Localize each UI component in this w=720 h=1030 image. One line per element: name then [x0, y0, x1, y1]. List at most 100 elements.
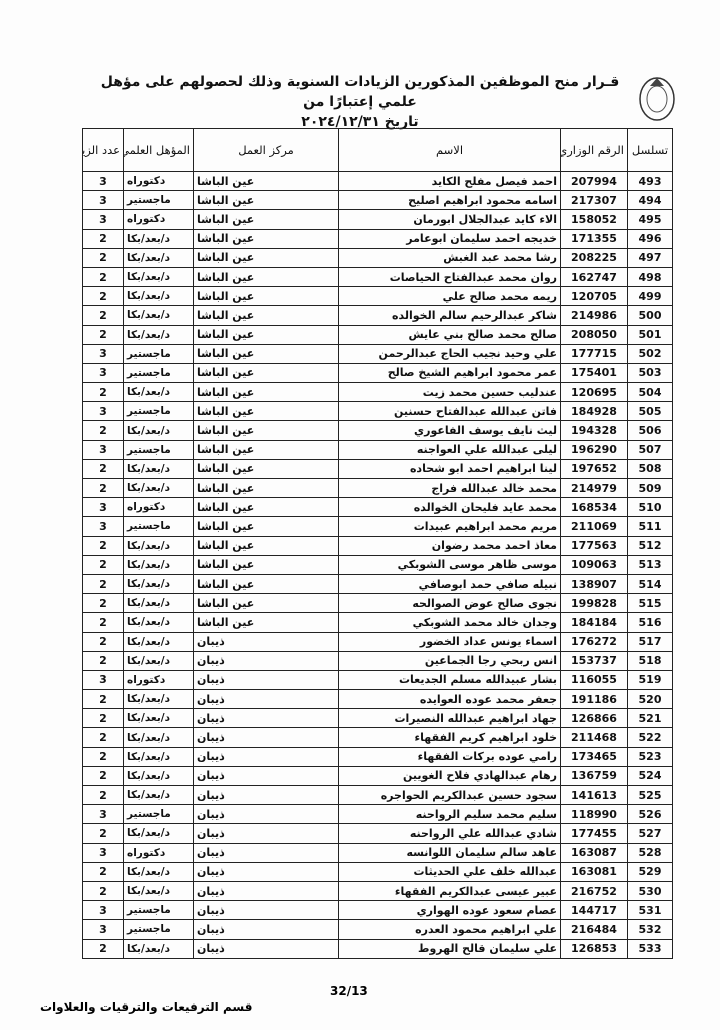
table-cell: عاهد سالم سليمان اللوانسه — [338, 842, 561, 863]
table-cell: د/بعد/بكا — [123, 861, 194, 882]
table-cell: ذيبان — [193, 631, 339, 652]
table-cell: ذيبان — [193, 784, 339, 806]
table-cell: 208225 — [560, 247, 628, 268]
table-cell: 2 — [82, 228, 124, 249]
table-cell: رامي عوده بركات الفقهاء — [338, 746, 561, 767]
title-line: قـرار منح الموظفين المذكورين الزيادات ال… — [100, 74, 620, 110]
table-cell: عين الباشا — [193, 170, 339, 192]
table-cell: 502 — [627, 343, 673, 364]
table-cell: 503 — [627, 362, 673, 384]
table-cell: 3 — [82, 401, 124, 422]
table-cell: انس ربحي رجا الجماعين — [338, 650, 561, 671]
table-cell: 2 — [82, 746, 124, 767]
table-cell: 120695 — [560, 382, 628, 403]
table-row: 517 176272 اسماء يونس عداد الخضور ذيبان د/بع… — [82, 631, 673, 652]
table-cell: علي وحيد نجيب الحاج عبدالرحمن — [338, 343, 561, 364]
table-cell: د/بعد/بكا — [123, 324, 194, 345]
table-cell: محمد عايد فليحان الخوالده — [338, 497, 561, 518]
table-cell: 493 — [627, 170, 673, 192]
table-cell: 2 — [82, 631, 124, 652]
table-cell: 2 — [82, 535, 124, 556]
table-cell: 217307 — [560, 190, 628, 211]
table-row: 495 158052 الاء كايد عبدالجلال ابورمان عين … — [82, 209, 673, 230]
table-cell: د/بعد/بكا — [123, 650, 194, 671]
table-cell: 116055 — [560, 669, 628, 691]
table-cell: 3 — [82, 190, 124, 211]
table-cell: 499 — [627, 286, 673, 307]
table-cell: عين الباشا — [193, 343, 339, 364]
table-cell: 3 — [82, 804, 124, 825]
table-cell: د/بعد/بكا — [123, 765, 194, 787]
table-cell: عين الباشا — [193, 439, 339, 460]
table-cell: عين الباشا — [193, 401, 339, 422]
table-cell: عين الباشا — [193, 612, 339, 633]
table-cell: 3 — [82, 516, 124, 537]
table-cell: ماجستير — [123, 401, 194, 422]
column-header: الرقم الوزاري — [560, 128, 628, 172]
table-cell: 163081 — [560, 861, 628, 882]
table-cell: 517 — [627, 631, 673, 652]
table-cell: 144717 — [560, 900, 628, 921]
table-cell: نبيله صافي حمد ابوصافي — [338, 573, 561, 595]
table-cell: علي سليمان قالح الهروط — [338, 938, 561, 959]
table-cell: روان محمد عبدالفتاح الحياصات — [338, 266, 561, 288]
table-cell: خديجه احمد سليمان ابوعامر — [338, 228, 561, 249]
table-cell: ذيبان — [193, 765, 339, 787]
table-row: 523 173465 رامي عوده بركات الفقهاء ذيبان د/ب… — [82, 746, 673, 767]
table-cell: 118990 — [560, 804, 628, 825]
table-cell: 214979 — [560, 477, 628, 499]
table-cell: 2 — [82, 708, 124, 729]
header-row: تسلسل الرقم الوزاري الاسم مركز العمل المؤهل … — [82, 128, 673, 172]
table-cell: 153737 — [560, 650, 628, 671]
table-cell: 506 — [627, 420, 673, 441]
table-cell: 2 — [82, 880, 124, 902]
table-cell: 509 — [627, 477, 673, 499]
table-cell: 3 — [82, 900, 124, 921]
table-row: 519 116055 بشار عبيدالله مسلم الجديعات ذيبا… — [82, 669, 673, 691]
table-cell: 191186 — [560, 689, 628, 710]
table-cell: 175401 — [560, 362, 628, 384]
table-cell: دكتوراه — [123, 669, 194, 691]
table-cell: 158052 — [560, 209, 628, 230]
table-cell: ماجستير — [123, 343, 194, 364]
table-cell: 3 — [82, 842, 124, 863]
table-cell: 2 — [82, 612, 124, 633]
table-cell: ذيبان — [193, 708, 339, 729]
table-cell: ذيبان — [193, 804, 339, 825]
table-cell: 519 — [627, 669, 673, 691]
table-cell: عندليب حسين محمد زيت — [338, 382, 561, 403]
table-cell: ماجستير — [123, 439, 194, 460]
table-cell: 141613 — [560, 784, 628, 806]
table-cell: 2 — [82, 861, 124, 882]
table-cell: د/بعد/بكا — [123, 631, 194, 652]
table-row: 512 177563 معاذ احمد محمد رضوان عين الباشا د… — [82, 535, 673, 556]
table-cell: عين الباشا — [193, 247, 339, 268]
table-cell: 3 — [82, 497, 124, 518]
table-row: 509 214979 محمد خالد عبدالله فراج عين الباش… — [82, 477, 673, 499]
table-row: 525 141613 سجود حسين عبدالكريم الحواجره ذيب… — [82, 784, 673, 806]
table-cell: 3 — [82, 362, 124, 384]
table-cell: جهاد ابراهيم عبدالله النصيرات — [338, 708, 561, 729]
table-cell: موسى ظاهر موسى الشوبكي — [338, 554, 561, 575]
table-cell: ماجستير — [123, 900, 194, 921]
logo — [639, 77, 675, 121]
table-cell: 3 — [82, 343, 124, 364]
table-cell: د/بعد/بكا — [123, 382, 194, 403]
table-cell: 214986 — [560, 305, 628, 326]
table-cell: 504 — [627, 382, 673, 403]
table-cell: 527 — [627, 823, 673, 844]
table-cell: 529 — [627, 861, 673, 882]
table-cell: دكتوراه — [123, 842, 194, 863]
table-cell: عين الباشا — [193, 535, 339, 556]
table-cell: وجدان خالد محمد الشوبكي — [338, 612, 561, 633]
table-row: 510 168534 محمد عايد فليحان الخوالده عين ال… — [82, 497, 673, 518]
table-cell: 120705 — [560, 286, 628, 307]
table-cell: 528 — [627, 842, 673, 863]
table-cell: صالح محمد صالح بني عايش — [338, 324, 561, 345]
table-cell: 494 — [627, 190, 673, 211]
table-cell: ذيبان — [193, 900, 339, 921]
table-cell: 177563 — [560, 535, 628, 556]
table-cell: 516 — [627, 612, 673, 633]
table-cell: شاكر عبدالرحيم سالم الخوالده — [338, 305, 561, 326]
table-cell: 520 — [627, 689, 673, 710]
